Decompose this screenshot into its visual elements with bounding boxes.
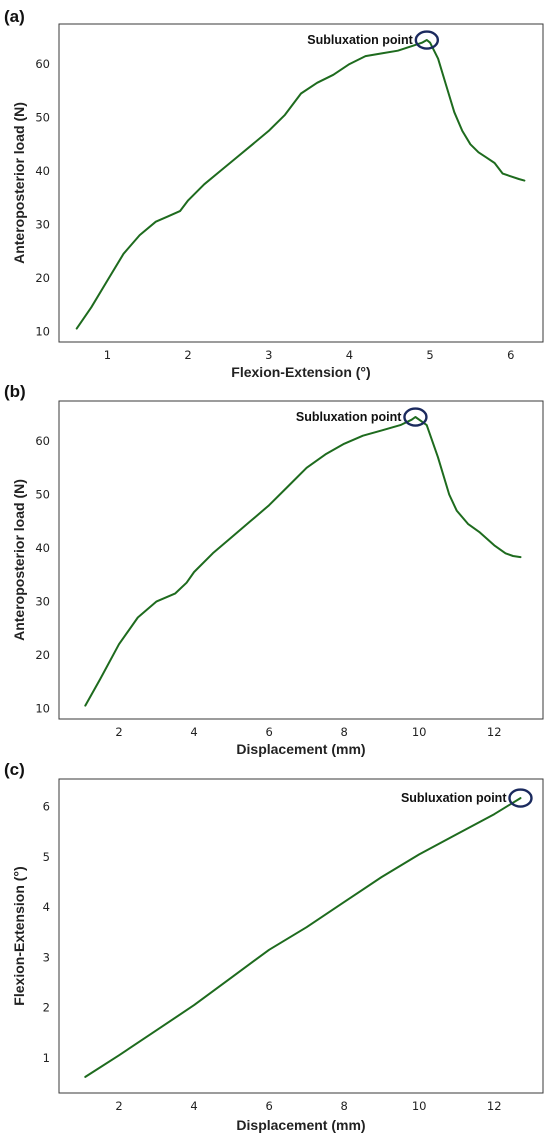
x-ticks-a: 1 2 3 4 5 6 bbox=[104, 348, 515, 362]
x-ticks-b: 2 4 6 8 10 12 bbox=[115, 725, 501, 739]
y-tick-label: 40 bbox=[35, 541, 50, 555]
plot-area-b bbox=[58, 400, 544, 720]
y-tick-label: 50 bbox=[35, 488, 50, 502]
x-tick-label: 12 bbox=[487, 725, 502, 739]
y-tick-label: 1 bbox=[43, 1051, 50, 1065]
y-axis-label-a: Anteroposterior load (N) bbox=[11, 102, 27, 264]
x-tick-label: 12 bbox=[487, 1099, 502, 1113]
y-tick-label: 20 bbox=[35, 648, 50, 662]
y-tick-label: 10 bbox=[35, 701, 50, 715]
y-tick-label: 4 bbox=[43, 900, 50, 914]
subluxation-marker-a bbox=[414, 30, 440, 50]
x-tick-label: 6 bbox=[265, 1099, 272, 1113]
annotation-a: Subluxation point bbox=[307, 33, 413, 47]
x-tick-label: 6 bbox=[507, 348, 514, 362]
x-tick-label: 8 bbox=[340, 1099, 347, 1113]
annotation-b: Subluxation point bbox=[296, 410, 402, 424]
x-tick-label: 2 bbox=[115, 1099, 122, 1113]
panel-label-c: (c) bbox=[4, 760, 25, 779]
y-ticks-b: 10 20 30 40 50 60 bbox=[35, 434, 50, 715]
x-ticks-c: 2 4 6 8 10 12 bbox=[115, 1099, 501, 1113]
line-series-a bbox=[75, 39, 526, 330]
x-tick-label: 5 bbox=[426, 348, 433, 362]
plot-area-a bbox=[58, 23, 544, 343]
plot-area-c bbox=[58, 778, 544, 1094]
y-ticks-c: 1 2 3 4 5 6 bbox=[43, 800, 50, 1065]
subluxation-marker-c bbox=[508, 788, 533, 808]
x-tick-label: 4 bbox=[190, 725, 197, 739]
x-tick-label: 1 bbox=[104, 348, 111, 362]
x-axis-label-c: Displacement (mm) bbox=[236, 1117, 365, 1133]
y-tick-label: 60 bbox=[35, 57, 50, 71]
x-tick-label: 4 bbox=[346, 348, 353, 362]
x-tick-label: 2 bbox=[115, 725, 122, 739]
y-tick-label: 6 bbox=[43, 800, 50, 814]
y-tick-label: 10 bbox=[35, 324, 50, 338]
x-tick-label: 4 bbox=[190, 1099, 197, 1113]
x-tick-label: 10 bbox=[412, 1099, 427, 1113]
x-axis-label-a: Flexion-Extension (°) bbox=[231, 364, 370, 380]
y-tick-label: 40 bbox=[35, 164, 50, 178]
y-tick-label: 20 bbox=[35, 271, 50, 285]
x-axis-label-b: Displacement (mm) bbox=[236, 741, 365, 757]
x-tick-label: 6 bbox=[265, 725, 272, 739]
x-tick-label: 8 bbox=[340, 725, 347, 739]
line-series-c bbox=[84, 797, 522, 1078]
y-ticks-a: 10 20 30 40 50 60 bbox=[35, 57, 50, 338]
y-tick-label: 50 bbox=[35, 111, 50, 125]
subluxation-marker-b bbox=[403, 407, 428, 427]
panel-b: (b) 10 20 30 40 50 60 2 4 6 8 10 12 Subluxation po… bbox=[4, 382, 544, 757]
x-tick-label: 3 bbox=[265, 348, 272, 362]
y-tick-label: 30 bbox=[35, 594, 50, 608]
y-tick-label: 2 bbox=[43, 1001, 50, 1015]
panel-a: (a) 10 20 30 40 50 60 1 2 3 4 5 6 Subluxation poin… bbox=[4, 7, 544, 380]
y-tick-label: 5 bbox=[43, 850, 50, 864]
x-tick-label: 10 bbox=[412, 725, 427, 739]
annotation-c: Subluxation point bbox=[401, 791, 507, 805]
y-tick-label: 3 bbox=[43, 950, 50, 964]
line-series-b bbox=[84, 416, 522, 707]
y-axis-label-c: Flexion-Extension (°) bbox=[11, 866, 27, 1005]
y-tick-label: 60 bbox=[35, 434, 50, 448]
x-tick-label: 2 bbox=[184, 348, 191, 362]
y-tick-label: 30 bbox=[35, 217, 50, 231]
panel-label-a: (a) bbox=[4, 7, 25, 26]
panel-label-b: (b) bbox=[4, 382, 26, 401]
y-axis-label-b: Anteroposterior load (N) bbox=[11, 479, 27, 641]
